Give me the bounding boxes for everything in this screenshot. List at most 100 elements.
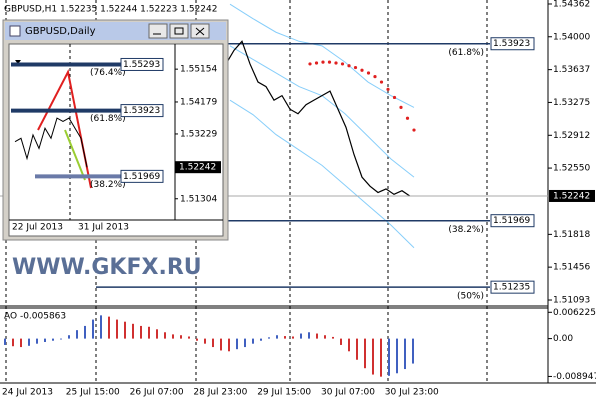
- fib-price: 1.53923: [123, 106, 160, 116]
- ao-bar: [164, 332, 166, 339]
- ao-bar: [116, 319, 118, 339]
- ma-dot: [379, 80, 384, 84]
- y-tick-label: -0.008947: [553, 372, 596, 382]
- inset-window: GBPUSD,Daily 1.55154 1.54179 1.53229 1.5130…: [2, 19, 229, 241]
- x-tick-label: 26 Jul 07:00: [130, 388, 184, 398]
- ao-bar: [300, 333, 302, 339]
- ao-bar: [108, 316, 110, 339]
- fib-price: 1.51969: [123, 172, 160, 182]
- ma-dot: [373, 75, 377, 79]
- ao-bar: [4, 338, 6, 345]
- fib-percent: (38.2%): [448, 225, 484, 235]
- ma-dot: [327, 60, 332, 64]
- y-tick-label: 1.53275: [553, 98, 590, 108]
- ao-bar: [380, 338, 382, 377]
- ao-bar: [68, 335, 70, 339]
- minimize-button[interactable]: [148, 23, 168, 39]
- ao-bar: [276, 335, 278, 339]
- ao-bar: [52, 338, 54, 341]
- icon: [174, 27, 184, 35]
- x-tick-label: 22 Jul 2013: [12, 223, 63, 233]
- ao-bar: [396, 338, 398, 374]
- y-tick-label: 1.51304: [180, 194, 217, 204]
- ma-dot: [314, 61, 319, 65]
- ma-dot: [405, 116, 410, 120]
- band-line: [229, 99, 415, 249]
- fib-price: 1.53923: [493, 39, 530, 49]
- y-tick-label: 0.00: [553, 334, 573, 344]
- y-tick-label: 1.53229: [180, 129, 217, 139]
- ao-bar: [196, 338, 198, 341]
- fib-percent: (38.2%): [90, 180, 126, 190]
- ao-bar: [356, 338, 358, 360]
- fib-price-box: [120, 169, 164, 183]
- band-line: [229, 3, 415, 108]
- y-tick-label: 1.52912: [553, 131, 590, 141]
- ma-dot: [412, 128, 416, 132]
- ma-dot: [340, 62, 345, 66]
- y-tick-label: 1.54000: [553, 32, 590, 42]
- fib-price: 1.51235: [493, 283, 530, 293]
- ao-pane: 0.006225 0.00 -0.008947: [4, 308, 596, 382]
- maximize-button[interactable]: [169, 23, 189, 39]
- ao-bar: [92, 319, 94, 339]
- fib-price-box: [490, 37, 535, 51]
- ao-bar: [388, 338, 390, 376]
- ao-bar: [28, 338, 30, 346]
- trend-line: [64, 129, 86, 181]
- ao-bar: [36, 338, 38, 344]
- y-tick-label: 1.52550: [553, 164, 590, 174]
- ao-bar: [84, 325, 86, 339]
- period-separators: [5, 0, 488, 383]
- fib-price: 1.55293: [123, 60, 160, 70]
- last-price-box: [549, 189, 595, 202]
- ma-dot: [360, 68, 364, 72]
- y-tick-label: 0.006225: [553, 308, 596, 318]
- ao-bar: [220, 338, 222, 351]
- y-tick-label: 1.51818: [553, 230, 590, 240]
- ao-bar: [180, 335, 182, 339]
- ao-bar: [412, 338, 414, 364]
- y-tick-label: 1.54179: [180, 97, 217, 107]
- ao-bar: [148, 326, 150, 339]
- ao-bar: [188, 336, 190, 339]
- inset-plot: [8, 43, 224, 237]
- ma-dot: [347, 64, 351, 68]
- ao-bar: [316, 333, 318, 339]
- ao-bar: [236, 338, 238, 350]
- x-tick-label: 25 Jul 15:00: [66, 388, 120, 398]
- y-tick-label: 1.53637: [553, 65, 590, 75]
- ao-bar: [324, 335, 326, 339]
- y-tick-label: 1.55154: [180, 65, 217, 75]
- ma-dot: [353, 65, 358, 70]
- fib-price: 1.51969: [493, 216, 530, 226]
- y-tick-label: 1.51093: [553, 296, 590, 306]
- symbol-info: GBPUSD,H1 1.52235 1.52244 1.52223 1.5224…: [4, 5, 217, 15]
- ao-bar: [12, 338, 14, 347]
- x-tick-label: 30 Jul 23:00: [385, 388, 439, 398]
- ao-bar: [364, 338, 366, 369]
- ma-dot: [308, 62, 312, 66]
- marker: [15, 60, 21, 64]
- ao-bar: [60, 338, 62, 340]
- last-price: 1.52242: [553, 191, 590, 201]
- fib-percent: (50%): [457, 292, 484, 302]
- ao-bar: [372, 338, 374, 375]
- y-tick-label: 1.51456: [553, 263, 590, 273]
- fib-percent: (61.8%): [90, 114, 126, 124]
- ao-bar: [284, 336, 286, 339]
- last-price-box: [175, 161, 221, 174]
- ao-bar: [292, 336, 294, 339]
- ao-bar: [308, 332, 310, 339]
- ao-bar: [204, 338, 206, 344]
- x-tick-label: 30 Jul 07:00: [321, 388, 375, 398]
- ma-dot: [366, 71, 371, 75]
- x-tick-label: 31 Jul 2013: [78, 223, 129, 233]
- ao-bar: [140, 325, 142, 339]
- ao-bar: [252, 338, 254, 344]
- ao-bar: [332, 336, 334, 339]
- price-line: [14, 117, 88, 168]
- ao-bar: [260, 338, 262, 341]
- fib-price-box: [490, 280, 535, 294]
